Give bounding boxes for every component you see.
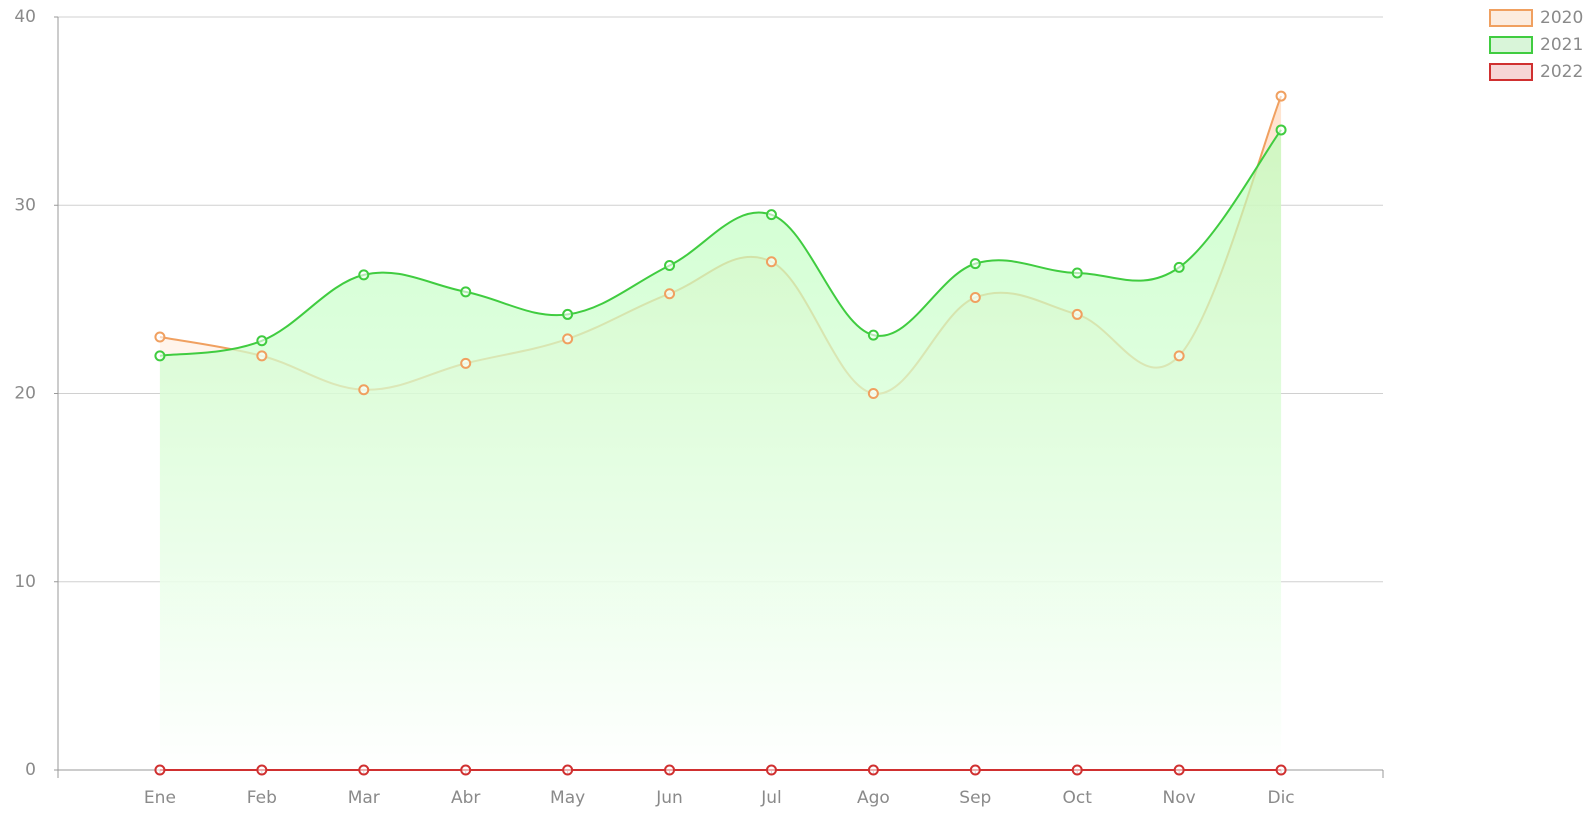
point [358,764,370,776]
point [969,291,981,303]
x-tick-label: Ene [144,788,176,808]
point [664,259,676,271]
point [765,764,777,776]
point [154,331,166,343]
point [1173,350,1185,362]
point [562,333,574,345]
point [256,350,268,362]
x-tick-label: Jun [655,788,683,808]
point [154,350,166,362]
point [460,357,472,369]
legend-swatch [1489,63,1533,81]
point [969,258,981,270]
point [562,308,574,320]
point [1275,764,1287,776]
x-tick-label: May [550,788,585,808]
point [358,269,370,281]
y-tick-label: 40 [14,7,36,27]
point [1071,764,1083,776]
legend-swatch [1489,9,1533,27]
x-tick-label: Abr [451,788,480,808]
point [765,209,777,221]
y-tick-label: 10 [14,572,36,592]
x-tick-label: Mar [348,788,380,808]
point [1275,124,1287,136]
point [664,288,676,300]
x-tick-label: Oct [1063,788,1093,808]
point [460,764,472,776]
point [256,335,268,347]
x-tick-label: Ago [857,788,890,808]
point [1071,308,1083,320]
point [1275,90,1287,102]
point [1173,764,1185,776]
x-tick-label: Dic [1267,788,1294,808]
point [867,388,879,399]
point [765,256,777,268]
y-tick-label: 0 [25,760,36,780]
legend-label: 2020 [1540,8,1583,28]
legend-swatch [1489,36,1533,54]
point [664,764,676,776]
point [1173,261,1185,273]
x-tick-label: Sep [959,788,991,808]
point [154,764,166,776]
point [1071,267,1083,279]
point [358,384,370,396]
point [867,329,879,341]
point [256,764,268,776]
area [159,129,1282,770]
x-tick-label: Jul [760,788,782,808]
point [460,286,472,298]
legend-label: 2021 [1540,35,1583,55]
point [562,764,574,776]
point [969,764,981,776]
x-tick-label: Nov [1163,788,1196,808]
x-tick-label: Feb [247,788,277,808]
legend-label: 2022 [1540,62,1583,82]
y-tick-label: 30 [14,195,36,215]
y-tick-label: 20 [14,384,36,404]
point [867,764,879,776]
